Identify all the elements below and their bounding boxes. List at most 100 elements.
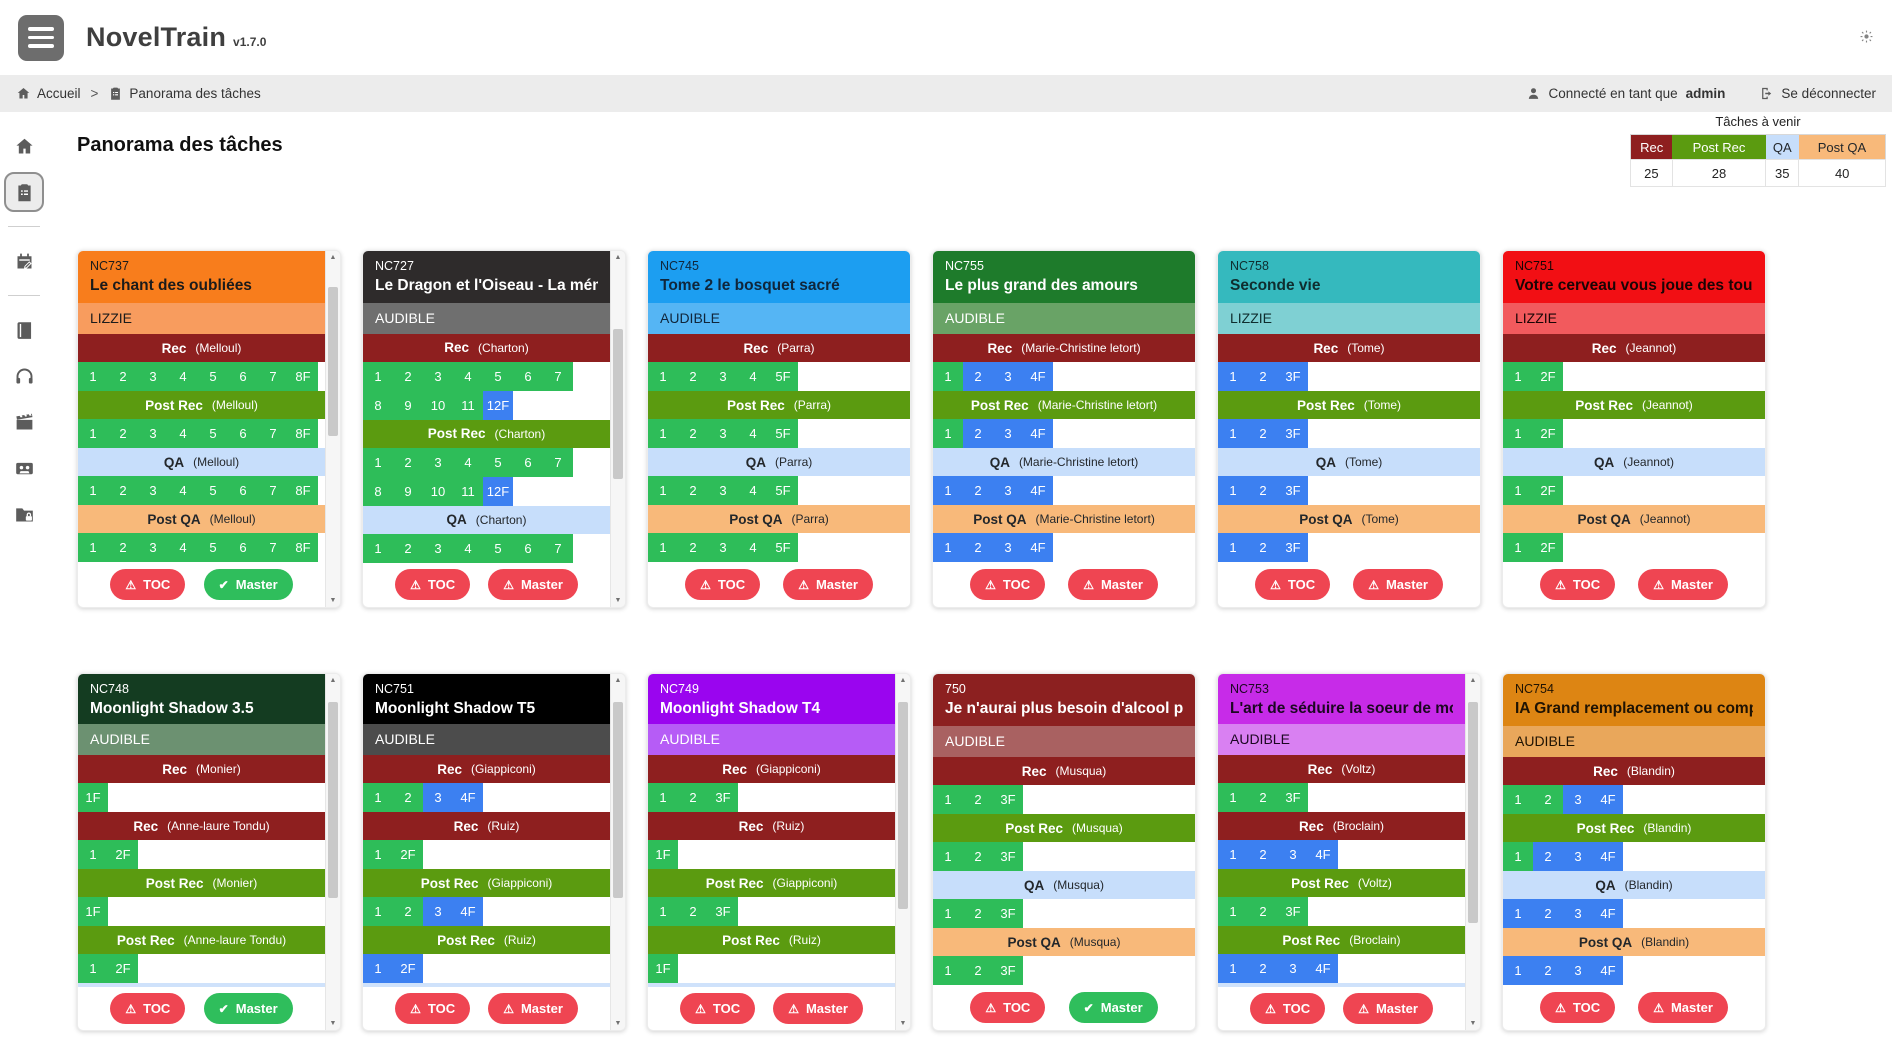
chapter-chip[interactable]: 3 bbox=[423, 897, 453, 927]
chapter-chip[interactable]: 4F bbox=[1023, 419, 1053, 449]
card-scrollbar[interactable]: ▲ ▼ bbox=[895, 674, 910, 1030]
chapter-chip[interactable]: 4 bbox=[168, 533, 198, 563]
chapter-chip[interactable]: 2 bbox=[1533, 785, 1563, 815]
chapter-chip[interactable]: 1 bbox=[1218, 419, 1248, 449]
chapter-chip[interactable]: 1 bbox=[1503, 956, 1533, 986]
chapter-chip[interactable]: 2 bbox=[108, 362, 138, 392]
chapter-chip[interactable]: 1 bbox=[1503, 899, 1533, 929]
toc-button[interactable]: ⚠ TOC bbox=[110, 569, 186, 601]
chapter-chip[interactable]: 2 bbox=[108, 476, 138, 506]
chapter-chip[interactable]: 4 bbox=[168, 419, 198, 449]
chapter-chip[interactable]: 2 bbox=[963, 419, 993, 449]
card-scrollbar[interactable]: ▲ ▼ bbox=[610, 674, 625, 1030]
chapter-chip[interactable]: 2 bbox=[1533, 842, 1563, 872]
chapter-chip[interactable]: 2F bbox=[393, 840, 423, 870]
chapter-chip[interactable]: 3F bbox=[1278, 419, 1308, 449]
scroll-down-arrow[interactable]: ▼ bbox=[614, 597, 622, 604]
scroll-thumb[interactable] bbox=[1468, 702, 1478, 924]
scroll-up-arrow[interactable]: ▲ bbox=[614, 254, 622, 261]
master-button[interactable]: ⚠ Master bbox=[1638, 992, 1728, 1024]
chapter-chip[interactable]: 1 bbox=[648, 897, 678, 927]
scroll-down-arrow[interactable]: ▼ bbox=[329, 597, 337, 604]
chapter-chip[interactable]: 5 bbox=[483, 361, 513, 391]
chapter-chip[interactable]: 4 bbox=[453, 533, 483, 563]
chapter-chip[interactable]: 3 bbox=[1563, 956, 1593, 986]
chapter-chip[interactable]: 2 bbox=[393, 447, 423, 477]
chapter-chip[interactable]: 7 bbox=[258, 476, 288, 506]
chapter-chip[interactable]: 4F bbox=[1593, 785, 1623, 815]
chapter-chip[interactable]: 5 bbox=[198, 362, 228, 392]
master-button[interactable]: ⚠ Master bbox=[1638, 569, 1728, 601]
chapter-chip[interactable]: 3 bbox=[993, 476, 1023, 506]
chapter-chip[interactable]: 3F bbox=[708, 783, 738, 813]
chapter-chip[interactable]: 1 bbox=[1218, 476, 1248, 506]
master-button[interactable]: ⚠ Master bbox=[1068, 569, 1158, 601]
chapter-chip[interactable]: 2 bbox=[1248, 476, 1278, 506]
chapter-chip[interactable]: 3 bbox=[993, 362, 1023, 392]
chapter-chip[interactable]: 2 bbox=[393, 361, 423, 391]
chapter-chip[interactable]: 2 bbox=[1248, 533, 1278, 563]
chapter-chip[interactable]: 1 bbox=[1503, 476, 1533, 506]
chapter-chip[interactable]: 3 bbox=[1278, 840, 1308, 870]
chapter-chip[interactable]: 1 bbox=[363, 361, 393, 391]
card-scrollbar[interactable]: ▲ ▼ bbox=[610, 251, 625, 607]
chapter-chip[interactable]: 2F bbox=[108, 840, 138, 870]
chapter-chip[interactable]: 1 bbox=[1503, 419, 1533, 449]
chapter-chip[interactable]: 1 bbox=[78, 419, 108, 449]
chapter-chip[interactable]: 3F bbox=[1278, 362, 1308, 392]
chapter-chip[interactable]: 3F bbox=[1278, 533, 1308, 563]
card-scrollbar[interactable]: ▲ ▼ bbox=[325, 251, 340, 607]
chapter-chip[interactable]: 4F bbox=[1023, 362, 1053, 392]
toc-button[interactable]: ⚠ TOC bbox=[1540, 569, 1616, 601]
sidebar-item-home[interactable] bbox=[4, 126, 44, 166]
chapter-chip[interactable]: 7 bbox=[543, 533, 573, 563]
chapter-chip[interactable]: 1F bbox=[648, 954, 678, 984]
chapter-chip[interactable]: 3F bbox=[993, 842, 1023, 872]
toc-button[interactable]: ⚠ TOC bbox=[1250, 993, 1326, 1025]
chapter-chip[interactable]: 6 bbox=[228, 362, 258, 392]
scroll-thumb[interactable] bbox=[898, 702, 908, 909]
chapter-chip[interactable]: 5F bbox=[768, 476, 798, 506]
chapter-chip[interactable]: 8 bbox=[363, 390, 393, 420]
chapter-chip[interactable]: 8F bbox=[288, 476, 318, 506]
scroll-thumb[interactable] bbox=[328, 286, 338, 437]
chapter-chip[interactable]: 1 bbox=[78, 476, 108, 506]
chapter-chip[interactable]: 2 bbox=[1248, 362, 1278, 392]
chapter-chip[interactable]: 6 bbox=[513, 447, 543, 477]
chapter-chip[interactable]: 3F bbox=[993, 899, 1023, 929]
chapter-chip[interactable]: 12F bbox=[483, 476, 513, 506]
chapter-chip[interactable]: 8F bbox=[288, 362, 318, 392]
chapter-chip[interactable]: 4 bbox=[168, 476, 198, 506]
chapter-chip[interactable]: 1 bbox=[78, 840, 108, 870]
master-button[interactable]: ⚠ Master bbox=[488, 993, 578, 1025]
chapter-chip[interactable]: 6 bbox=[513, 533, 543, 563]
toc-button[interactable]: ⚠ TOC bbox=[685, 569, 761, 601]
chapter-chip[interactable]: 2 bbox=[678, 783, 708, 813]
chapter-chip[interactable]: 5 bbox=[198, 533, 228, 563]
chapter-chip[interactable]: 1 bbox=[363, 447, 393, 477]
card-scrollbar[interactable]: ▲ ▼ bbox=[1465, 674, 1480, 1030]
chapter-chip[interactable]: 1 bbox=[1218, 533, 1248, 563]
sidebar-item-audio[interactable] bbox=[4, 356, 44, 396]
chapter-chip[interactable]: 2 bbox=[108, 533, 138, 563]
chapter-chip[interactable]: 2 bbox=[1533, 956, 1563, 986]
chapter-chip[interactable]: 7 bbox=[258, 362, 288, 392]
chapter-chip[interactable]: 1 bbox=[363, 533, 393, 563]
scroll-thumb[interactable] bbox=[613, 702, 623, 899]
chapter-chip[interactable]: 1F bbox=[648, 840, 678, 870]
chapter-chip[interactable]: 2 bbox=[678, 362, 708, 392]
chapter-chip[interactable]: 2 bbox=[1248, 954, 1278, 984]
chapter-chip[interactable]: 2 bbox=[393, 897, 423, 927]
chapter-chip[interactable]: 7 bbox=[258, 533, 288, 563]
chapter-chip[interactable]: 9 bbox=[393, 476, 423, 506]
chapter-chip[interactable]: 5F bbox=[768, 419, 798, 449]
chapter-chip[interactable]: 2 bbox=[1248, 783, 1278, 813]
sidebar-item-recordings[interactable] bbox=[4, 448, 44, 488]
chapter-chip[interactable]: 3 bbox=[993, 533, 1023, 563]
chapter-chip[interactable]: 1 bbox=[363, 897, 393, 927]
chapter-chip[interactable]: 3 bbox=[1278, 954, 1308, 984]
chapter-chip[interactable]: 5 bbox=[483, 533, 513, 563]
chapter-chip[interactable]: 5 bbox=[483, 447, 513, 477]
chapter-chip[interactable]: 2 bbox=[678, 419, 708, 449]
chapter-chip[interactable]: 4 bbox=[738, 362, 768, 392]
